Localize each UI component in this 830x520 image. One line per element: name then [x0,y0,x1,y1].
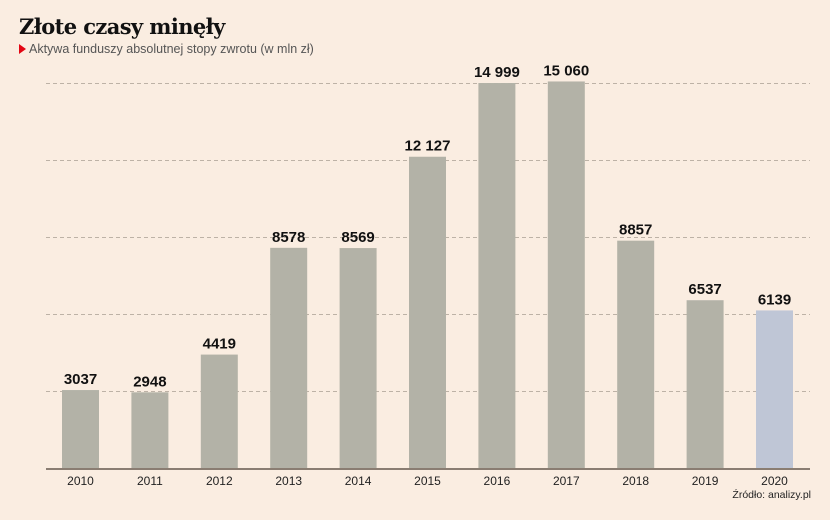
value-label: 6537 [688,281,721,298]
category-label: 2011 [137,474,163,488]
bar-2012 [200,354,238,468]
source-note: Źródło: analizy.pl [732,489,811,501]
bar-2013 [270,247,308,468]
value-label: 12 127 [405,138,451,155]
bar-2014 [339,248,377,468]
category-label: 2015 [414,474,441,488]
chart-title: Złote czasy minęły [19,14,225,39]
category-label: 2013 [275,474,302,488]
value-labels: 3037 2948 4419 8578 8569 12 127 14 999 15 060 88… [64,62,791,390]
category-label: 2017 [553,474,580,488]
bar-2011 [131,392,169,468]
value-label: 8569 [341,229,374,246]
bar-2010 [62,390,99,468]
value-label: 8578 [272,229,305,246]
bar-2017 [547,81,585,469]
play-triangle-icon [19,44,26,54]
category-label: 2019 [692,474,719,488]
bar-2016 [478,83,516,468]
bars [62,81,793,469]
chart-subtitle: Aktywa funduszy absolutnej stopy zwrotu … [19,42,314,56]
category-label: 2018 [622,474,649,488]
value-label: 4419 [203,336,236,353]
category-label: 2014 [345,474,372,488]
category-labels: 2010 2011 2012 2013 2014 2015 2016 2017 2018 2019… [67,474,788,488]
value-label: 6139 [758,291,791,308]
category-label: 2020 [761,474,788,488]
category-label: 2016 [484,474,511,488]
category-label: 2012 [206,474,233,488]
bar-2018 [617,240,655,468]
value-label: 2948 [133,373,166,390]
value-label: 14 999 [474,64,520,81]
value-label: 15 060 [543,62,589,79]
subtitle-text: Aktywa funduszy absolutnej stopy zwrotu … [29,42,314,56]
value-label: 3037 [64,371,97,388]
value-label: 8857 [619,222,652,239]
category-label: 2010 [67,474,94,488]
bar-2020 [756,310,793,468]
bar-2015 [409,156,446,468]
bar-2019 [686,300,724,468]
